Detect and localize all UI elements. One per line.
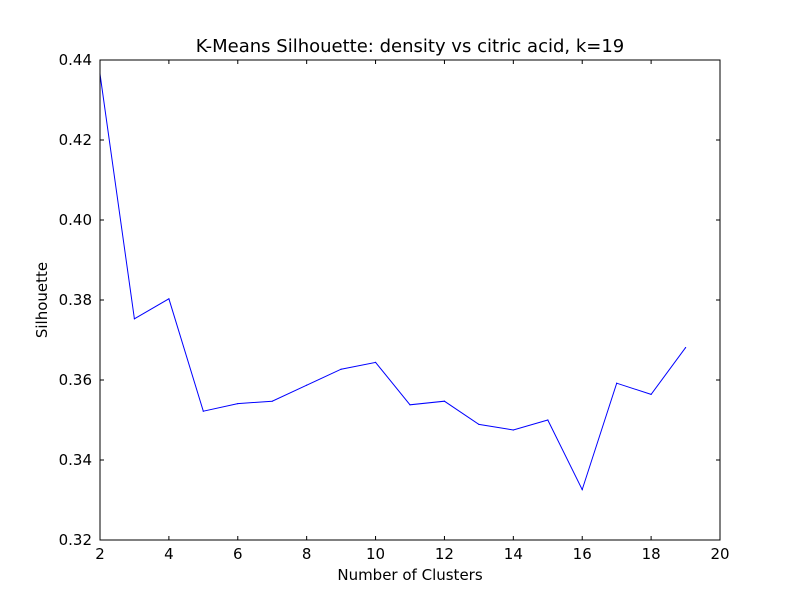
data-point (478, 423, 480, 425)
data-point (202, 410, 204, 412)
x-tick-label: 6 (233, 545, 243, 563)
data-point (168, 298, 170, 300)
series-line (99, 73, 687, 491)
x-tick-label: 4 (164, 545, 174, 563)
x-tick-label: 20 (710, 545, 729, 563)
plot-frame (99, 59, 721, 541)
data-point (443, 400, 446, 402)
data-point (271, 400, 273, 402)
data-point (547, 419, 549, 421)
y-tick-label: 0.38 (59, 291, 92, 309)
data-point (374, 361, 377, 363)
y-tick-label: 0.34 (59, 451, 92, 469)
data-point (133, 318, 136, 320)
data-point (650, 393, 652, 395)
y-tick-label: 0.40 (59, 211, 92, 229)
y-tick-label: 0.36 (59, 371, 92, 389)
chart-title: K-Means Silhouette: density vs citric ac… (196, 36, 625, 57)
data-point (684, 347, 687, 349)
y-axis-label: Silhouette (33, 262, 51, 338)
y-tick-label: 0.32 (59, 531, 92, 549)
data-point (340, 368, 342, 370)
data-point (512, 429, 514, 431)
x-tick-label: 16 (573, 545, 592, 563)
plot-area (100, 60, 720, 540)
data-point (237, 403, 239, 405)
x-tick-label: 18 (642, 545, 661, 563)
data-point (581, 489, 583, 491)
data-point (306, 384, 308, 386)
data-point (616, 382, 618, 384)
tick-labels-layer: 2 4 6 8 10 12 14 16 18 20 0.32 0.34 0.36 0.38 0.40 0.42… (59, 51, 730, 563)
y-tick-label: 0.42 (59, 131, 92, 149)
x-tick-label: 14 (504, 545, 523, 563)
x-tick-label: 10 (366, 545, 385, 563)
x-tick-label: 8 (302, 545, 312, 563)
x-tick-label: 2 (95, 545, 105, 563)
y-tick-label: 0.44 (59, 51, 92, 69)
x-tick-label: 12 (435, 545, 454, 563)
data-point (409, 404, 411, 406)
x-axis-label: Number of Clusters (337, 566, 482, 584)
